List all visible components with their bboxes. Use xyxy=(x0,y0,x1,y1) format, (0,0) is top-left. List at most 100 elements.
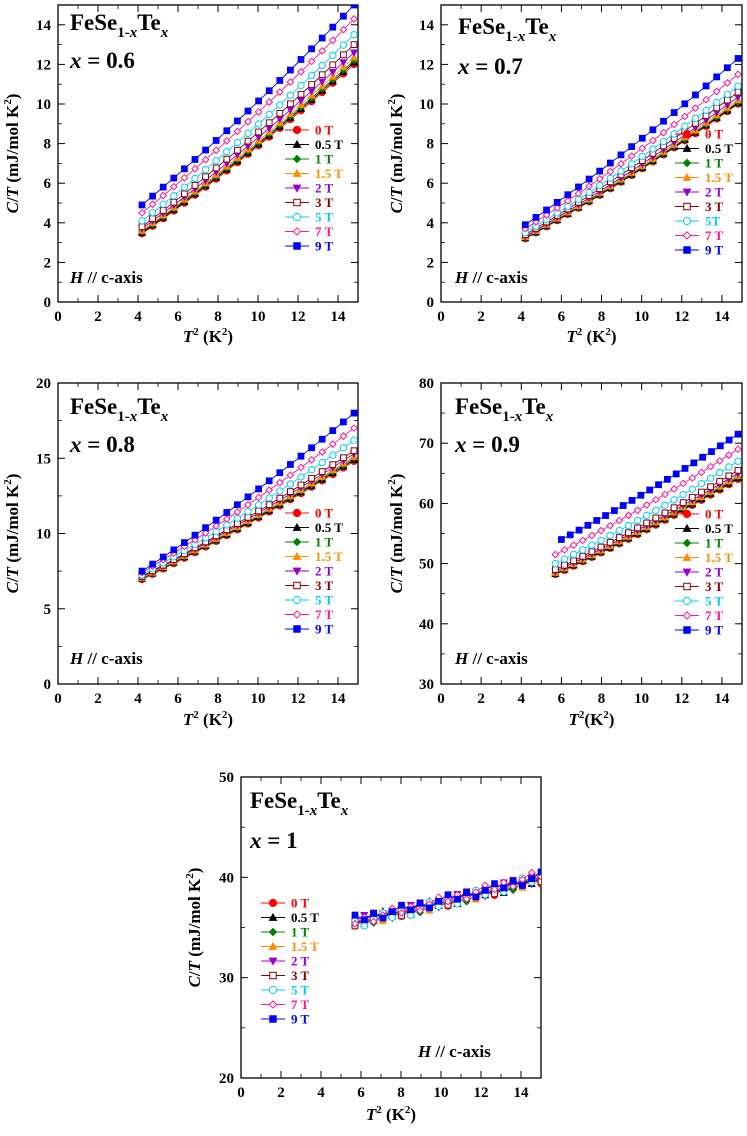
data-point xyxy=(138,208,146,217)
legend-label: 9 T xyxy=(315,622,334,637)
data-point xyxy=(624,521,633,530)
data-point xyxy=(660,117,667,125)
data-point xyxy=(472,893,480,901)
legend-marker xyxy=(293,625,301,633)
data-point xyxy=(606,167,615,176)
x-tick-label: 8 xyxy=(598,309,606,325)
x-tick-label: 12 xyxy=(291,691,306,707)
data-point xyxy=(265,110,273,119)
chart-panel-3: 0 2 4 6 8 10 12 14 0 5 10 15 20 T2 (K2) C/T (mJ/mol K2… xyxy=(2,376,359,729)
legend-label: 5 T xyxy=(705,594,724,609)
legend-label: 1.5 T xyxy=(315,549,343,564)
data-point xyxy=(699,453,707,461)
legend-label: 7 T xyxy=(705,228,724,243)
data-point xyxy=(329,461,337,469)
data-point xyxy=(318,78,327,86)
data-point xyxy=(688,485,697,493)
legend-label: 1.5 T xyxy=(705,170,733,185)
legend-label: 1.5 T xyxy=(291,939,319,954)
legend-label: 3 T xyxy=(315,195,334,210)
legend-label: 7 T xyxy=(291,997,310,1012)
y-tick-label: 15 xyxy=(36,451,51,467)
data-point xyxy=(296,97,306,105)
y-tick-label: 70 xyxy=(419,436,434,452)
data-point xyxy=(528,875,536,883)
legend-marker xyxy=(268,985,278,995)
data-point xyxy=(670,485,678,493)
data-point xyxy=(681,465,689,472)
legend-marker xyxy=(682,611,692,620)
series-5T xyxy=(521,82,742,237)
y-tick-label: 10 xyxy=(419,97,434,113)
data-point xyxy=(351,919,359,928)
field-direction-note: H // c-axis xyxy=(417,1042,491,1061)
data-point xyxy=(690,459,698,467)
data-point xyxy=(169,182,178,191)
data-point xyxy=(307,88,316,96)
data-point xyxy=(575,526,583,534)
x-tick-label: 8 xyxy=(214,691,222,707)
series-5T xyxy=(138,31,358,225)
data-point xyxy=(638,144,647,153)
data-point xyxy=(633,506,642,515)
x-axis-label: T2 (K2) xyxy=(566,326,616,346)
legend-label: 0.5 T xyxy=(705,521,733,536)
data-point xyxy=(637,491,645,499)
data-point xyxy=(560,545,569,554)
data-point xyxy=(574,189,583,198)
data-point xyxy=(340,454,347,462)
legend-marker xyxy=(293,198,301,207)
data-point xyxy=(702,82,710,90)
data-point xyxy=(244,507,252,516)
x-axis-label: T2 (K2) xyxy=(183,326,233,346)
data-point xyxy=(276,469,284,477)
x-tick-label: 2 xyxy=(477,691,485,707)
data-point xyxy=(734,457,742,465)
data-point xyxy=(680,112,689,121)
data-point xyxy=(663,475,671,483)
legend-label: 0 T xyxy=(705,127,724,142)
x-tick-label: 12 xyxy=(674,309,689,325)
data-point xyxy=(297,90,305,98)
legend-label: 5 T xyxy=(315,210,334,225)
composition-label: x = 0.6 xyxy=(69,48,135,73)
data-point xyxy=(435,897,443,905)
legend-marker xyxy=(292,522,302,531)
legend-marker xyxy=(682,231,692,240)
y-tick-label: 30 xyxy=(219,971,234,987)
data-point xyxy=(202,173,209,181)
data-point xyxy=(223,155,231,163)
data-point xyxy=(638,134,646,142)
y-tick-label: 5 xyxy=(44,602,52,618)
data-point xyxy=(615,526,623,535)
data-point xyxy=(670,496,678,504)
data-point xyxy=(244,500,252,509)
data-point xyxy=(692,91,699,99)
data-point xyxy=(584,521,592,529)
legend-label: 7 T xyxy=(705,608,724,623)
data-point xyxy=(223,148,231,156)
data-point xyxy=(596,181,604,190)
data-point xyxy=(606,159,614,167)
data-point xyxy=(633,516,642,525)
data-point xyxy=(201,529,210,537)
data-point xyxy=(588,548,596,556)
y-tick-label: 60 xyxy=(419,496,434,512)
data-point xyxy=(329,51,337,60)
composition-label: x = 0.7 xyxy=(457,54,523,79)
data-point xyxy=(670,109,678,116)
x-tick-label: 2 xyxy=(477,309,485,325)
legend-label: 1 T xyxy=(291,925,310,940)
data-point xyxy=(159,183,167,191)
data-point xyxy=(307,466,316,474)
data-point xyxy=(617,159,625,168)
data-point xyxy=(202,146,209,154)
data-point xyxy=(276,494,284,502)
data-point xyxy=(713,98,721,107)
legend-label: 1.5 T xyxy=(315,166,343,181)
series-9T xyxy=(521,55,742,229)
data-point xyxy=(569,550,578,559)
legend-label: 0 T xyxy=(315,506,334,521)
data-point xyxy=(651,495,660,504)
